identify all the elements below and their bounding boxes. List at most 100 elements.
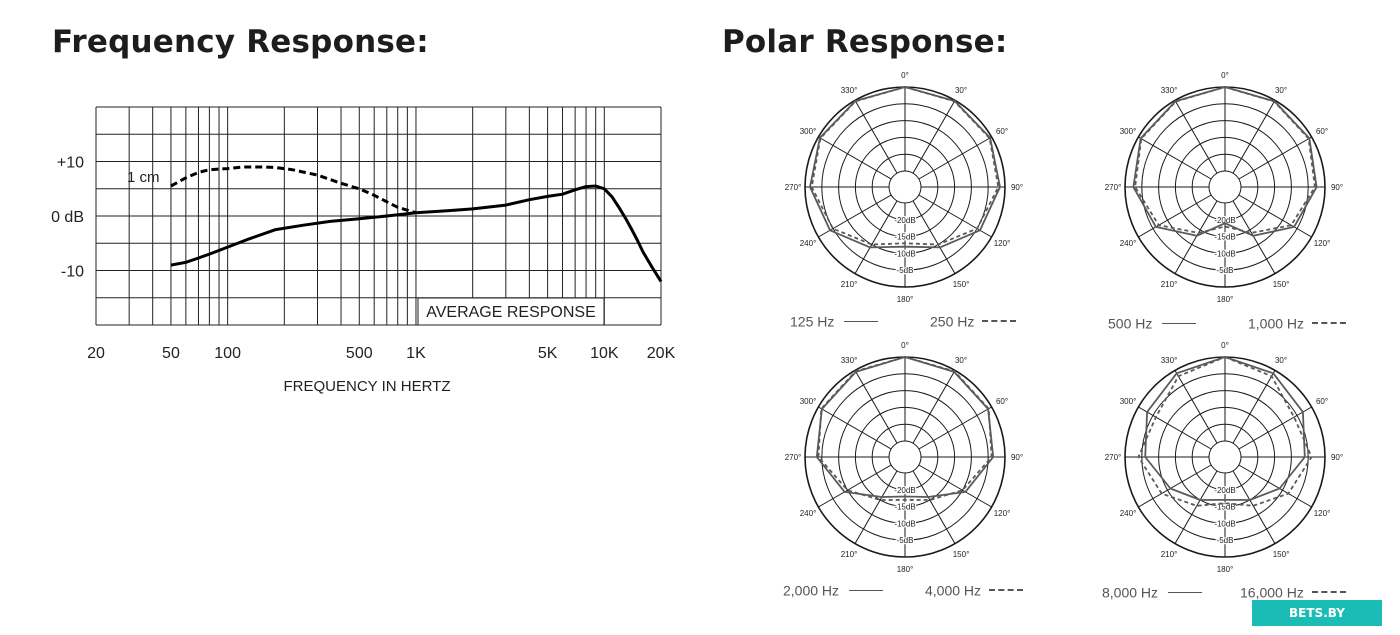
polar-spoke — [1232, 100, 1276, 174]
legend-1000-hz: 1,000 Hz — [1248, 314, 1347, 332]
polar-angle-label: 240° — [1120, 509, 1137, 518]
legend-label: 1,000 Hz — [1248, 315, 1305, 332]
polar-spoke — [1232, 370, 1276, 444]
x-tick-label: 20 — [87, 345, 105, 362]
polar-ring — [1208, 440, 1242, 474]
series-line-1cm — [170, 165, 417, 215]
polar-ring — [888, 440, 922, 474]
polar-ring-label: -10dB — [894, 519, 915, 528]
x-tick-label: 100 — [214, 345, 241, 362]
polar-spoke — [818, 406, 892, 450]
dashed-line-swatch — [1311, 591, 1346, 594]
polar-angle-label: 0° — [1221, 71, 1229, 80]
polar-spoke — [1232, 200, 1276, 274]
polar-angle-label: 330° — [841, 86, 858, 95]
polar-spoke — [1138, 406, 1212, 450]
dashed-line-swatch — [989, 589, 1024, 592]
polar-angle-label: 90° — [1331, 453, 1343, 462]
polar-plot-8000-16000: 0° 30° 60° 90° 120° 150° 180° 210° 240° 270° 300° 3… — [1105, 341, 1343, 574]
polar-spoke — [854, 370, 898, 444]
watermark-badge: BETS.BY — [1252, 600, 1382, 626]
legend-8000-hz: 8,000 Hz — [1102, 583, 1203, 600]
polar-angle-label: 210° — [1161, 550, 1178, 559]
polar-angle-label: 120° — [1314, 239, 1331, 248]
x-tick-label: 500 — [346, 345, 373, 362]
polar-spoke — [1138, 136, 1212, 180]
polar-angle-label: 330° — [1161, 356, 1178, 365]
solid-line-swatch — [1168, 591, 1203, 593]
polar-series-dashed — [1137, 356, 1313, 507]
series-line-average — [170, 184, 663, 283]
polar-plot-2000-4000: 0° 30° 60° 90° 120° 150° 180° 210° 240° 270° 300° 3… — [785, 341, 1023, 574]
polar-ring — [888, 170, 922, 204]
polar-angle-label: 120° — [1314, 509, 1331, 518]
polar-angle-label: 120° — [994, 239, 1011, 248]
y-tick-label: 0 dB — [51, 209, 84, 226]
polar-spoke — [854, 470, 898, 544]
polar-spoke — [1238, 464, 1312, 508]
legend-label: 2,000 Hz — [783, 582, 840, 599]
polar-ring-label: -5dB — [1217, 266, 1234, 275]
x-tick-label: 50 — [162, 345, 180, 362]
polar-ring-label: -10dB — [894, 249, 915, 258]
polar-ring — [1208, 170, 1242, 204]
polar-angle-label: 210° — [1161, 280, 1178, 289]
legend-4000-hz: 4,000 Hz — [925, 581, 1024, 598]
polar-ring-label: -15dB — [1214, 233, 1235, 242]
polar-ring-label: -20dB — [1214, 486, 1235, 495]
polar-spoke — [1238, 194, 1312, 238]
polar-angle-label: 0° — [901, 341, 909, 350]
polar-angle-label: 180° — [1217, 565, 1234, 574]
polar-plot-500-1000: 0° 30° 60° 90° 120° 150° 180° 210° 240° 270° 300° 3… — [1105, 71, 1343, 304]
legend-2000-hz: 2,000 Hz — [783, 581, 884, 599]
polar-spoke — [912, 470, 956, 544]
polar-angle-label: 60° — [996, 127, 1008, 136]
legend-125-hz: 125 Hz — [790, 312, 879, 330]
polar-spoke — [818, 136, 892, 180]
polar-spoke — [912, 370, 956, 444]
polar-ring-label: -15dB — [1214, 503, 1235, 512]
polar-angle-label: 330° — [1161, 86, 1178, 95]
dashed-line-swatch — [982, 320, 1017, 323]
polar-series-solid — [809, 86, 1001, 249]
polar-spoke — [912, 100, 956, 174]
polar-angle-label: 60° — [1316, 127, 1328, 136]
polar-angle-label: 60° — [1316, 397, 1328, 406]
polar-angle-label: 30° — [1275, 356, 1287, 365]
x-tick-label: 1K — [406, 345, 426, 362]
chart-tick-labels: 20 50 100 500 1K 5K 10K 20K +10 0 dB -10 — [51, 155, 675, 363]
polar-spoke — [1174, 200, 1218, 274]
polar-spoke — [1138, 194, 1212, 238]
polar-plot-125-250: 0° 30° 60° 90° 120° 150° 180° 210° 240° 270° 300° 3… — [785, 71, 1023, 304]
polar-series-solid — [1132, 86, 1318, 237]
polar-spoke — [854, 200, 898, 274]
polar-angle-label: 150° — [953, 280, 970, 289]
polar-angle-label: 0° — [1221, 341, 1229, 350]
polar-angle-label: 240° — [1120, 239, 1137, 248]
polar-angle-label: 300° — [800, 397, 817, 406]
polar-spoke — [1174, 470, 1218, 544]
y-tick-label: +10 — [57, 155, 84, 172]
polar-angle-label: 330° — [841, 356, 858, 365]
x-tick-label: 10K — [590, 345, 619, 362]
polar-angle-label: 180° — [897, 295, 914, 304]
proximity-annotation: 1 cm — [127, 169, 160, 186]
polar-angle-label: 0° — [901, 71, 909, 80]
polar-series-dashed — [817, 356, 993, 501]
polar-spoke — [912, 200, 956, 274]
polar-series-solid — [1144, 356, 1306, 501]
polar-angle-label: 240° — [800, 509, 817, 518]
polar-angle-label: 120° — [994, 509, 1011, 518]
legend-label: 125 Hz — [790, 313, 835, 330]
polar-ring-label: -10dB — [1214, 249, 1235, 258]
polar-angle-label: 300° — [1120, 397, 1137, 406]
polar-angle-label: 180° — [1217, 295, 1234, 304]
polar-spoke — [918, 406, 992, 450]
polar-angle-label: 150° — [1273, 550, 1290, 559]
polar-ring-label: -5dB — [897, 266, 914, 275]
polar-spoke — [1174, 100, 1218, 174]
polar-ring-label: -10dB — [1214, 519, 1235, 528]
chart-series — [170, 165, 663, 283]
polar-angle-label: 150° — [1273, 280, 1290, 289]
polar-angle-label: 30° — [955, 86, 967, 95]
